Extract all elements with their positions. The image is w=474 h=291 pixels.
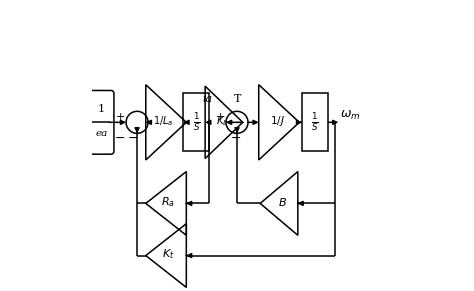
Text: +: + — [116, 112, 126, 122]
Text: $\frac{1}{S}$: $\frac{1}{S}$ — [311, 111, 319, 133]
Text: $R_a$: $R_a$ — [161, 195, 175, 209]
Bar — [302, 93, 328, 151]
Text: $1/J$: $1/J$ — [270, 114, 285, 128]
Text: −: − — [115, 132, 126, 145]
Text: $1/L_a$: $1/L_a$ — [154, 114, 174, 128]
Text: +: + — [216, 112, 226, 122]
Text: $B$: $B$ — [278, 196, 287, 208]
Text: −: − — [230, 132, 241, 145]
Text: $K_b$: $K_b$ — [216, 114, 229, 128]
Text: $\frac{1}{S}$: $\frac{1}{S}$ — [192, 111, 200, 133]
Text: $\omega_m$: $\omega_m$ — [340, 109, 360, 122]
Text: −: − — [128, 132, 138, 145]
Text: ea: ea — [95, 129, 108, 139]
Text: $K_t$: $K_t$ — [162, 247, 174, 261]
Bar — [183, 93, 210, 151]
Text: ia: ia — [202, 93, 212, 104]
Text: 1: 1 — [98, 104, 105, 114]
Text: T: T — [234, 93, 241, 104]
